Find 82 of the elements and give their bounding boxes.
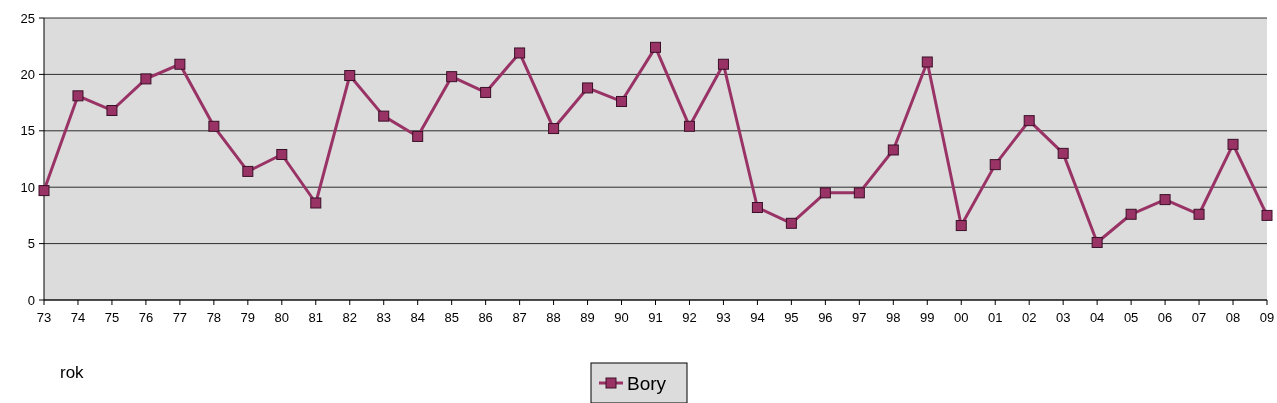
point [785, 217, 797, 229]
point [819, 187, 831, 199]
x-tick-label: 86 [478, 310, 493, 325]
point [446, 71, 458, 83]
x-tick-label: 79 [240, 310, 256, 325]
point [616, 95, 628, 107]
point [887, 144, 899, 156]
x-tick-label: 94 [750, 310, 765, 325]
point [344, 70, 356, 82]
legend-label: Bory [627, 372, 667, 394]
x-tick-label: 09 [1259, 310, 1275, 325]
x-tick-label: 74 [70, 310, 86, 325]
x-tick-label: 89 [580, 310, 595, 325]
x-tick-label: 73 [36, 310, 52, 325]
x-tick-label: 87 [512, 310, 527, 325]
point [174, 58, 186, 70]
x-tick-label: 99 [920, 310, 935, 325]
y-tick-label: 10 [20, 179, 35, 195]
x-tick-label: 04 [1089, 310, 1105, 325]
x-tick-label: 03 [1055, 310, 1071, 325]
x-tick-label: 96 [818, 310, 833, 325]
point [310, 197, 322, 209]
x-tick-label: 98 [886, 310, 901, 325]
x-tick-label: 83 [376, 310, 391, 325]
point [921, 56, 933, 68]
point [853, 187, 865, 199]
x-tick-label: 85 [444, 310, 459, 325]
point [480, 86, 492, 98]
point [955, 220, 967, 232]
point [1159, 194, 1171, 206]
x-tick-label: 81 [308, 310, 324, 325]
x-tick-label: 92 [682, 310, 697, 325]
point [717, 58, 729, 70]
point [989, 159, 1001, 171]
point [38, 185, 50, 197]
x-tick-label: 00 [954, 310, 969, 325]
x-tick-label: 76 [138, 310, 154, 325]
y-tick-label: 15 [20, 123, 35, 139]
point [106, 105, 118, 116]
x-tick-label: 06 [1157, 310, 1173, 325]
point [140, 73, 152, 85]
x-tick-label: 80 [274, 310, 290, 325]
point [378, 110, 390, 122]
x-tick-label: 02 [1021, 310, 1037, 325]
y-tick-label: 20 [20, 66, 35, 82]
x-tick-label: 95 [784, 310, 799, 325]
point [1057, 147, 1069, 159]
y-tick-label: 25 [20, 10, 35, 26]
point [751, 202, 763, 213]
point [1023, 115, 1035, 127]
point [1193, 208, 1205, 220]
y-tick-label: 5 [27, 236, 35, 252]
point [276, 148, 288, 160]
x-tick-label: 91 [648, 310, 663, 325]
x-tick-label: 97 [852, 310, 867, 325]
point [208, 120, 220, 132]
x-axis-title: rok [60, 363, 85, 382]
x-tick-label: 77 [172, 310, 188, 325]
x-tick-label: 93 [716, 310, 731, 325]
point [650, 41, 661, 53]
point [1091, 236, 1103, 248]
point [72, 90, 84, 102]
point [582, 82, 594, 94]
x-tick-label: 88 [546, 310, 561, 325]
point [548, 123, 560, 135]
point [1227, 138, 1239, 150]
y-tick-label: 0 [27, 292, 35, 308]
x-tick-label: 82 [342, 310, 357, 325]
point [514, 47, 526, 59]
point [1125, 208, 1137, 220]
x-tick-label: 84 [410, 310, 425, 325]
x-tick-label: 78 [206, 310, 222, 325]
x-tick-label: 08 [1225, 310, 1241, 325]
point [412, 130, 424, 142]
x-tick-label: 75 [104, 310, 120, 325]
x-tick-label: 01 [987, 310, 1003, 325]
point [242, 165, 254, 177]
x-tick-label: 90 [614, 310, 629, 325]
point [1261, 209, 1273, 221]
point [683, 120, 695, 132]
x-tick-label: 05 [1123, 310, 1139, 325]
x-tick-label: 07 [1191, 310, 1207, 325]
